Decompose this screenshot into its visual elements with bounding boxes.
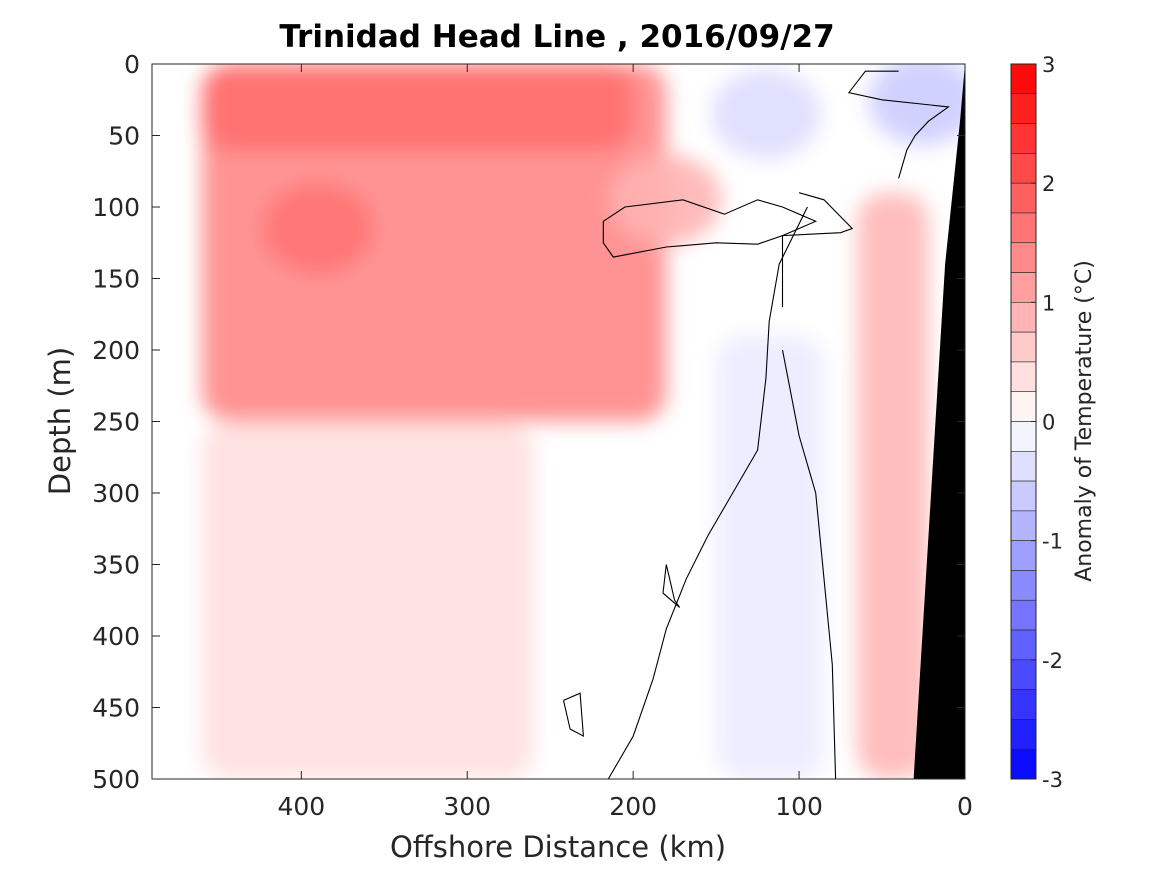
x-tick-label: 400	[277, 792, 325, 821]
y-tick-label: 250	[92, 408, 140, 437]
colorbar-segment	[1010, 689, 1037, 720]
y-tick-label: 150	[92, 265, 140, 294]
zero-contour-5	[847, 70, 950, 179]
x-tick-label: 100	[775, 792, 823, 821]
x-axis: 400 300 200 100 0	[277, 64, 973, 821]
anomaly-patch-surface-cool-patch	[710, 69, 821, 160]
chart-title: Trinidad Head Line , 2016/09/27	[279, 19, 834, 55]
colorbar-segment	[1010, 123, 1037, 154]
anomaly-patch-shelf-warm-spot	[611, 154, 722, 245]
anomaly-patch-weak-warm-deep	[201, 421, 534, 779]
zero-contour-7	[562, 692, 585, 738]
colorbar-tick-label: -2	[1042, 649, 1063, 673]
colorbar-segment	[1010, 272, 1037, 303]
colorbar-segment	[1010, 510, 1037, 541]
zero-contour-6	[662, 564, 681, 608]
colorbar-segment	[1010, 63, 1037, 95]
bathymetry	[913, 64, 965, 779]
colorbar-tick-label: 0	[1042, 411, 1055, 435]
y-tick-label: 200	[92, 336, 140, 365]
y-tick-label: 350	[92, 551, 140, 580]
y-tick-label: 100	[92, 193, 140, 222]
colorbar-tick-label: 3	[1042, 53, 1055, 77]
colorbar-segment	[1010, 480, 1037, 512]
y-tick-label: 300	[92, 479, 140, 508]
colorbar-tick-label: 2	[1042, 172, 1055, 196]
anomaly-patch-warm-layer	[201, 64, 667, 422]
y-tick-label: 500	[92, 765, 140, 794]
colorbar-segment	[1010, 302, 1037, 333]
colorbar-segment	[1010, 748, 1037, 780]
colorbar-segment	[1010, 719, 1037, 750]
colorbar-segment	[1010, 331, 1037, 363]
zero-contour-4	[781, 349, 837, 779]
y-axis-label: Depth (m)	[43, 347, 77, 495]
colorbar-segment	[1010, 450, 1037, 482]
colorbar-segment	[1010, 570, 1037, 601]
y-tick-label: 400	[92, 622, 140, 651]
x-tick-label: 200	[609, 792, 657, 821]
colorbar-segment	[1010, 242, 1037, 273]
colorbar-segment	[1010, 93, 1037, 124]
colorbar-segment	[1010, 361, 1037, 393]
x-axis-label: Offshore Distance (km)	[390, 830, 726, 864]
zero-contour-1	[602, 199, 818, 258]
anomaly-patch-nearshore-warm-band	[857, 192, 929, 779]
y-axis: 0 50 100 150 200 250 300 350 400 450 500	[92, 50, 965, 794]
colorbar-segment	[1010, 659, 1037, 690]
anomaly-patch-nearshore-cool-patch	[868, 64, 965, 145]
y-tick-label: 0	[124, 50, 140, 79]
x-tick-label: 300	[443, 792, 491, 821]
colorbar-tick-label: 1	[1042, 291, 1055, 315]
y-tick-label: 450	[92, 694, 140, 723]
anomaly-patch-mid-depth-cool-column	[716, 335, 824, 779]
colorbar-segment	[1010, 599, 1037, 631]
colorbar: 3 2 1 0 -1 -2 -3	[1010, 53, 1063, 792]
anomaly-field	[201, 64, 965, 779]
colorbar-segment	[1010, 391, 1037, 422]
colorbar-segment	[1010, 153, 1037, 184]
colorbar-segment	[1010, 421, 1037, 452]
colorbar-tick-label: -3	[1042, 768, 1063, 792]
colorbar-segment	[1010, 182, 1037, 214]
zero-contour-3	[607, 206, 808, 779]
x-tick-label: 0	[957, 792, 973, 821]
colorbar-label: Anomaly of Temperature (°C)	[1072, 260, 1097, 582]
colorbar-tick-label: -1	[1042, 530, 1063, 554]
zero-contour-2	[781, 192, 854, 308]
colorbar-segment	[1010, 629, 1037, 661]
colorbar-segment	[1010, 540, 1037, 571]
y-tick-label: 50	[108, 122, 140, 151]
zero-contour	[562, 70, 950, 779]
colorbar-segment	[1010, 212, 1037, 244]
